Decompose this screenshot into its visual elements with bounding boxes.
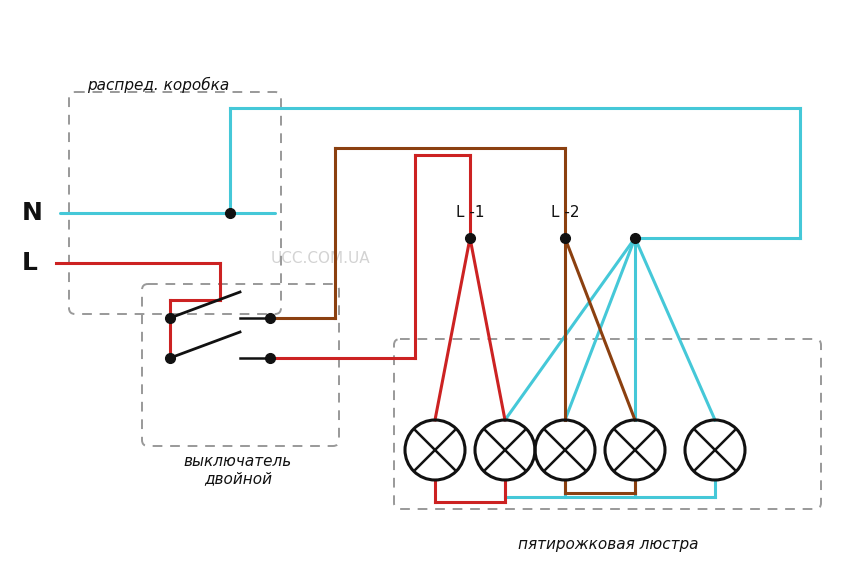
Text: N: N — [22, 201, 43, 225]
Text: L -2: L -2 — [551, 205, 580, 220]
Text: распред. коробка: распред. коробка — [87, 77, 229, 93]
Text: UCC.COM.UA: UCC.COM.UA — [270, 250, 370, 266]
Text: двойной: двойной — [204, 472, 272, 486]
Text: L: L — [22, 251, 38, 275]
Text: пятирожковая люстра: пятирожковая люстра — [517, 537, 699, 553]
Text: L -1: L -1 — [456, 205, 484, 220]
Text: выключатель: выключатель — [184, 455, 292, 469]
